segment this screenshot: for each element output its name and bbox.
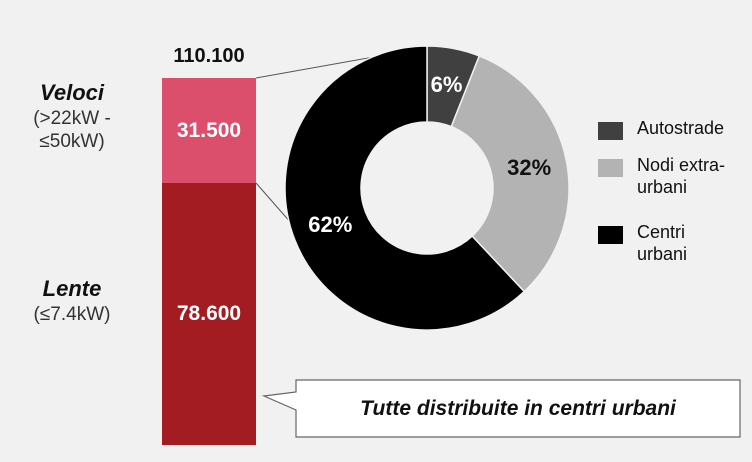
callout-box [261, 379, 741, 438]
bar-segment [162, 183, 256, 445]
bar-value-label: 31.500 [176, 118, 242, 142]
legend-label: Nodi extra-urbani [637, 155, 726, 197]
series-name: Veloci [40, 80, 104, 105]
slice-label: 6% [430, 71, 463, 97]
series-name: Lente [42, 276, 102, 301]
slice-label: 62% [308, 212, 353, 238]
legend-swatch [598, 226, 623, 244]
legend-swatch [598, 122, 623, 140]
bar-value-label: 78.600 [176, 302, 242, 325]
slice-label: 32% [507, 154, 552, 180]
annotation: Tutte distribuite in centri urbani [360, 396, 676, 420]
legend-swatch [598, 159, 623, 177]
series-note: (>22kW - ≤50kW) [33, 108, 111, 152]
legend-label: Centri urbani [637, 222, 688, 264]
series-note: (≤7.4kW) [33, 304, 111, 325]
legend-label: Autostrade [637, 118, 725, 138]
bar-segment [162, 78, 256, 183]
donut-slice [284, 45, 526, 331]
total-label: 110.100 [173, 45, 245, 67]
donut-slice [450, 54, 570, 293]
